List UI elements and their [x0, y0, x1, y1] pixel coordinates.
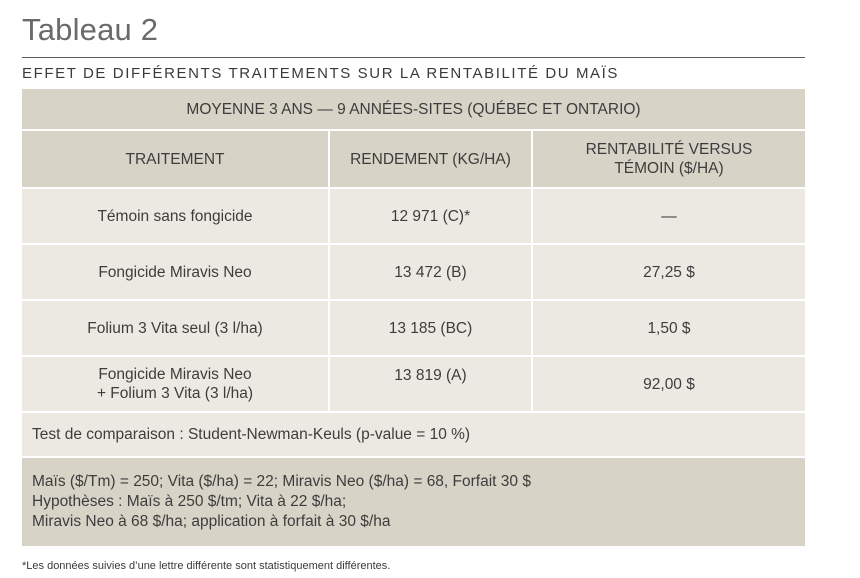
cell-treatment-line1: Fongicide Miravis Neo [98, 366, 252, 383]
table-band-row: MOYENNE 3 ANS — 9 ANNÉES-SITES (QUÉBEC E… [22, 89, 805, 131]
header-treatment: TRAITEMENT [22, 131, 330, 187]
header-profit-line1: RENTABILITÉ VERSUS [585, 141, 753, 158]
data-table: MOYENNE 3 ANS — 9 ANNÉES-SITES (QUÉBEC E… [22, 89, 805, 546]
cell-yield: 12 971 (C)* [330, 189, 533, 243]
header-yield: RENDEMENT (KG/HA) [330, 131, 533, 187]
table-row: Folium 3 Vita seul (3 l/ha) 13 185 (BC) … [22, 301, 805, 357]
table-subtitle: EFFET DE DIFFÉRENTS TRAITEMENTS SUR LA R… [22, 65, 620, 82]
footnote: *Les données suivies d’une lettre différ… [22, 560, 391, 572]
cell-profit: 92,00 $ [533, 357, 805, 411]
header-profit-line2: TÉMOIN ($/HA) [614, 160, 724, 177]
cell-treatment: Folium 3 Vita seul (3 l/ha) [22, 301, 330, 355]
cell-profit: 27,25 $ [533, 245, 805, 299]
cell-yield: 13 185 (BC) [330, 301, 533, 355]
assumptions-line: Hypothèses : Maïs à 250 $/tm; Vita à 22 … [32, 493, 347, 510]
table-row: Fongicide Miravis Neo 13 472 (B) 27,25 $ [22, 245, 805, 301]
cell-treatment: Témoin sans fongicide [22, 189, 330, 243]
page-title: Tableau 2 [22, 12, 159, 47]
cell-profit: — [533, 189, 805, 243]
table-header-row: TRAITEMENT RENDEMENT (KG/HA) RENTABILITÉ… [22, 131, 805, 189]
table-band-label: MOYENNE 3 ANS — 9 ANNÉES-SITES (QUÉBEC E… [22, 89, 805, 129]
comparison-test-note: Test de comparaison : Student-Newman-Keu… [22, 413, 805, 456]
table-test-row: Test de comparaison : Student-Newman-Keu… [22, 413, 805, 458]
cell-yield: 13 819 (A) [330, 357, 533, 411]
assumptions-note: Maïs ($/Tm) = 250; Vita ($/ha) = 22; Mir… [22, 458, 805, 546]
title-divider [22, 57, 805, 58]
cell-treatment: Fongicide Miravis Neo + Folium 3 Vita (3… [22, 357, 330, 411]
assumptions-line: Maïs ($/Tm) = 250; Vita ($/ha) = 22; Mir… [32, 473, 531, 490]
table-row: Témoin sans fongicide 12 971 (C)* — [22, 189, 805, 245]
assumptions-line: Miravis Neo à 68 $/ha; application à for… [32, 513, 391, 530]
cell-profit: 1,50 $ [533, 301, 805, 355]
header-profit: RENTABILITÉ VERSUS TÉMOIN ($/HA) [533, 131, 805, 187]
table-notes-row: Maïs ($/Tm) = 250; Vita ($/ha) = 22; Mir… [22, 458, 805, 546]
table-row: Fongicide Miravis Neo + Folium 3 Vita (3… [22, 357, 805, 413]
cell-treatment-line2: + Folium 3 Vita (3 l/ha) [96, 385, 254, 402]
cell-yield: 13 472 (B) [330, 245, 533, 299]
cell-treatment: Fongicide Miravis Neo [22, 245, 330, 299]
